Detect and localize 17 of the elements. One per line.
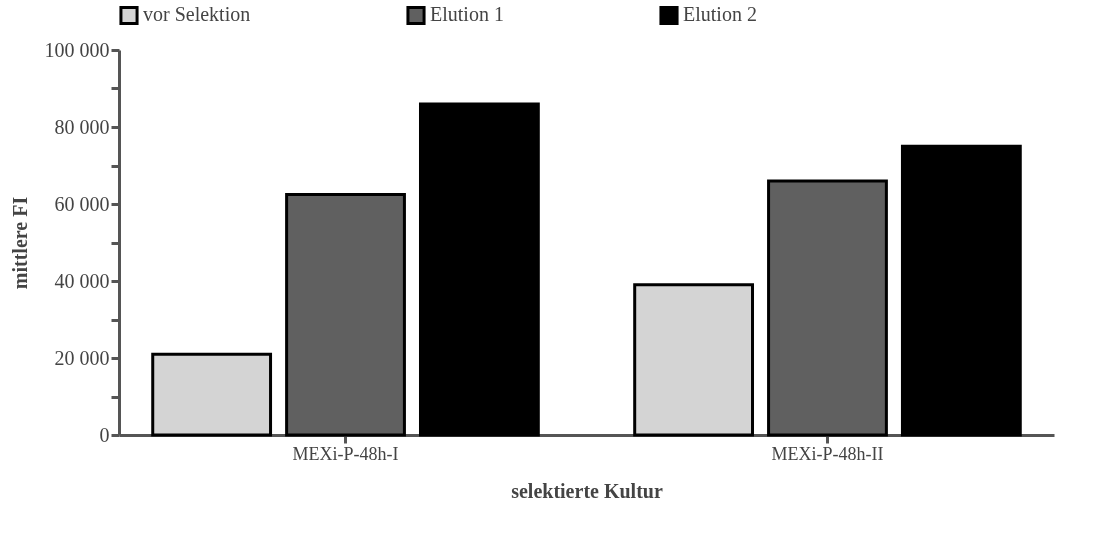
y-tick-label: 40 000 bbox=[54, 269, 110, 292]
x-axis-title: selektierte Kultur bbox=[511, 479, 663, 502]
legend-label: vor Selektion bbox=[143, 3, 251, 26]
x-tick-label: MEXi-P-48h-II bbox=[771, 443, 884, 464]
x-tick-label: MEXi-P-48h-I bbox=[292, 443, 399, 464]
y-tick-label: 100 000 bbox=[44, 38, 110, 61]
bar bbox=[900, 144, 1022, 437]
bar bbox=[151, 352, 273, 437]
legend-label: Elution 1 bbox=[430, 3, 504, 26]
y-tick-label: 0 bbox=[99, 423, 110, 446]
bar bbox=[633, 283, 755, 437]
y-tick-label: 20 000 bbox=[54, 346, 110, 369]
y-axis-title: mittlere FI bbox=[8, 196, 31, 290]
bar bbox=[418, 102, 540, 437]
y-tick-label: 80 000 bbox=[54, 115, 110, 138]
legend-label: Elution 2 bbox=[683, 3, 757, 26]
y-tick-label: 60 000 bbox=[54, 192, 110, 215]
